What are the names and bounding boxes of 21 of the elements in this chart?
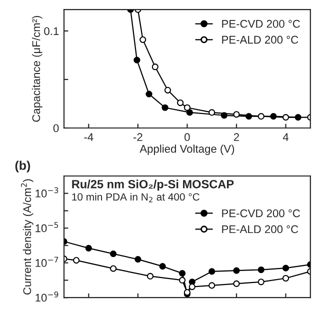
y-tick-label: 10$^{−7}$ [36, 256, 58, 267]
annotation: 10 min PDA in N$_{2}$ at 400 °C [72, 192, 200, 202]
x-tick-label: 0 [184, 133, 190, 142]
annotation: Ru/25 nm SiO₂/p-Si MOSCAP [72, 180, 234, 191]
y-tick-label: 0 [53, 124, 59, 132]
x-tick-label: 2 [234, 133, 240, 141]
x-tick-label: -2 [133, 133, 142, 141]
y-axis-title: Current density (A/cm$^{2}$) [20, 179, 34, 295]
legend-label: PE-CVD 200 °C [222, 20, 300, 28]
legend-label: PE-CVD 200 °C [222, 209, 300, 218]
y-tick-label: 10$^{−9}$ [36, 292, 58, 302]
legend-label: PE-ALD 200 °C [222, 225, 298, 234]
x-axis-title: Applied Voltage (V) [140, 144, 234, 155]
y-tick-label: 10$^{−3}$ [36, 187, 58, 198]
x-tick-label: -4 [84, 133, 94, 141]
y-axis-title: Capacitance (μF/cm²) [32, 16, 42, 122]
text: (b) [15, 160, 30, 172]
y-tick-label: 10$^{−5}$ [36, 222, 58, 232]
y-tick-label: 0.1 [44, 27, 59, 36]
x-tick-label: 4 [282, 133, 289, 141]
legend-label: PE-ALD 200 °C [222, 36, 298, 44]
